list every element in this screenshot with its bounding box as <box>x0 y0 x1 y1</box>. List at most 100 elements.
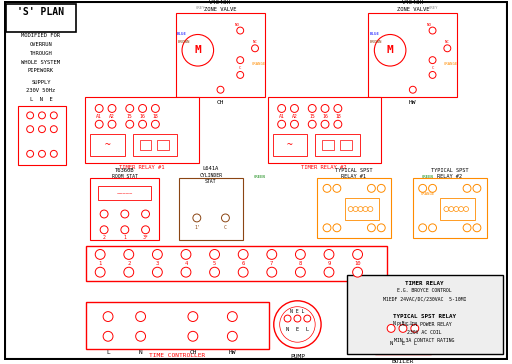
Text: NO: NO <box>427 23 432 27</box>
Circle shape <box>182 35 214 66</box>
Text: A2: A2 <box>109 114 115 119</box>
Text: TIMER RELAY #1: TIMER RELAY #1 <box>119 165 164 170</box>
Bar <box>90 178 159 240</box>
Circle shape <box>377 224 385 232</box>
Bar <box>157 140 169 150</box>
Text: 3*: 3* <box>143 235 148 240</box>
Text: OVERRUN: OVERRUN <box>30 42 52 47</box>
Circle shape <box>95 104 103 112</box>
Circle shape <box>463 185 471 192</box>
Text: GREEN: GREEN <box>422 174 434 178</box>
Circle shape <box>290 104 298 112</box>
Text: ORANGE: ORANGE <box>420 192 435 196</box>
Text: THROUGH: THROUGH <box>30 51 52 56</box>
Circle shape <box>124 249 134 260</box>
Circle shape <box>50 112 57 119</box>
Text: M1EDF 24VAC/DC/230VAC  5-10MI: M1EDF 24VAC/DC/230VAC 5-10MI <box>383 296 466 301</box>
Text: E.G. BROYCE CONTROL: E.G. BROYCE CONTROL <box>397 288 452 293</box>
Circle shape <box>308 120 316 128</box>
Text: 'S' PLAN: 'S' PLAN <box>17 7 65 17</box>
Text: ~~~~~: ~~~~~ <box>117 191 133 196</box>
Bar <box>98 186 152 200</box>
Text: A2: A2 <box>292 114 297 119</box>
Circle shape <box>108 120 116 128</box>
Circle shape <box>139 104 146 112</box>
Bar <box>322 140 334 150</box>
Circle shape <box>251 45 259 52</box>
Text: N: N <box>390 341 393 346</box>
Text: V4043H: V4043H <box>401 0 424 5</box>
Text: L  N  E: L N E <box>30 97 52 102</box>
Bar <box>90 134 125 156</box>
Bar <box>345 198 379 220</box>
Text: 15: 15 <box>309 114 315 119</box>
Circle shape <box>368 224 375 232</box>
Text: 10: 10 <box>354 261 361 266</box>
Circle shape <box>237 27 244 34</box>
Circle shape <box>321 120 329 128</box>
Text: 4: 4 <box>184 261 187 266</box>
Circle shape <box>333 185 341 192</box>
Circle shape <box>209 249 220 260</box>
Text: CYLINDER: CYLINDER <box>199 173 222 178</box>
Text: MODIFIED FOR: MODIFIED FOR <box>22 33 60 38</box>
Bar <box>340 140 352 150</box>
Text: C: C <box>224 225 227 230</box>
Text: 230V AC COIL: 230V AC COIL <box>408 330 442 335</box>
Bar <box>87 246 387 281</box>
Circle shape <box>429 185 437 192</box>
Text: TYPICAL SPST RELAY: TYPICAL SPST RELAY <box>393 314 456 319</box>
Circle shape <box>429 71 436 78</box>
Text: NC: NC <box>252 40 258 44</box>
Circle shape <box>139 120 146 128</box>
Bar <box>273 134 307 156</box>
Circle shape <box>444 207 449 211</box>
Text: TYPICAL SPST: TYPICAL SPST <box>431 168 468 173</box>
Text: NC: NC <box>445 40 450 44</box>
Bar <box>440 198 475 220</box>
Circle shape <box>294 315 301 322</box>
Bar <box>176 13 265 96</box>
Circle shape <box>429 27 436 34</box>
Text: HW: HW <box>409 100 417 105</box>
Text: 7: 7 <box>270 261 273 266</box>
Circle shape <box>38 150 46 157</box>
Circle shape <box>368 207 373 211</box>
Text: N E L: N E L <box>290 309 305 314</box>
Text: CH: CH <box>217 100 224 105</box>
Text: TIME CONTROLLER: TIME CONTROLLER <box>149 352 205 357</box>
Text: MIN 3A CONTACT RATING: MIN 3A CONTACT RATING <box>394 338 455 343</box>
Text: 5: 5 <box>213 261 216 266</box>
Circle shape <box>27 150 34 157</box>
Text: PLUG-IN POWER RELAY: PLUG-IN POWER RELAY <box>397 322 452 327</box>
Circle shape <box>209 267 220 277</box>
Text: PUMP: PUMP <box>290 353 305 359</box>
Circle shape <box>95 267 105 277</box>
Circle shape <box>449 207 454 211</box>
Circle shape <box>95 249 105 260</box>
Circle shape <box>38 112 46 119</box>
Circle shape <box>227 312 237 321</box>
Text: A1: A1 <box>279 114 285 119</box>
Text: T6360B: T6360B <box>115 168 135 173</box>
Text: 6: 6 <box>242 261 245 266</box>
Circle shape <box>217 86 224 93</box>
Text: PIPEWORK: PIPEWORK <box>28 68 54 74</box>
Bar <box>413 178 487 238</box>
Circle shape <box>188 312 198 321</box>
Text: SUPPLY: SUPPLY <box>31 80 51 85</box>
Text: ORANGE: ORANGE <box>444 62 458 66</box>
Circle shape <box>121 226 129 234</box>
Circle shape <box>348 207 353 211</box>
Circle shape <box>368 185 375 192</box>
Circle shape <box>463 224 471 232</box>
Circle shape <box>284 315 291 322</box>
Bar <box>179 178 243 240</box>
Text: 230V 50Hz: 230V 50Hz <box>27 88 56 93</box>
Circle shape <box>108 104 116 112</box>
Circle shape <box>103 331 113 341</box>
Text: L: L <box>413 341 416 346</box>
Text: 16: 16 <box>140 114 145 119</box>
Text: BOILER: BOILER <box>392 359 414 364</box>
Circle shape <box>50 126 57 132</box>
